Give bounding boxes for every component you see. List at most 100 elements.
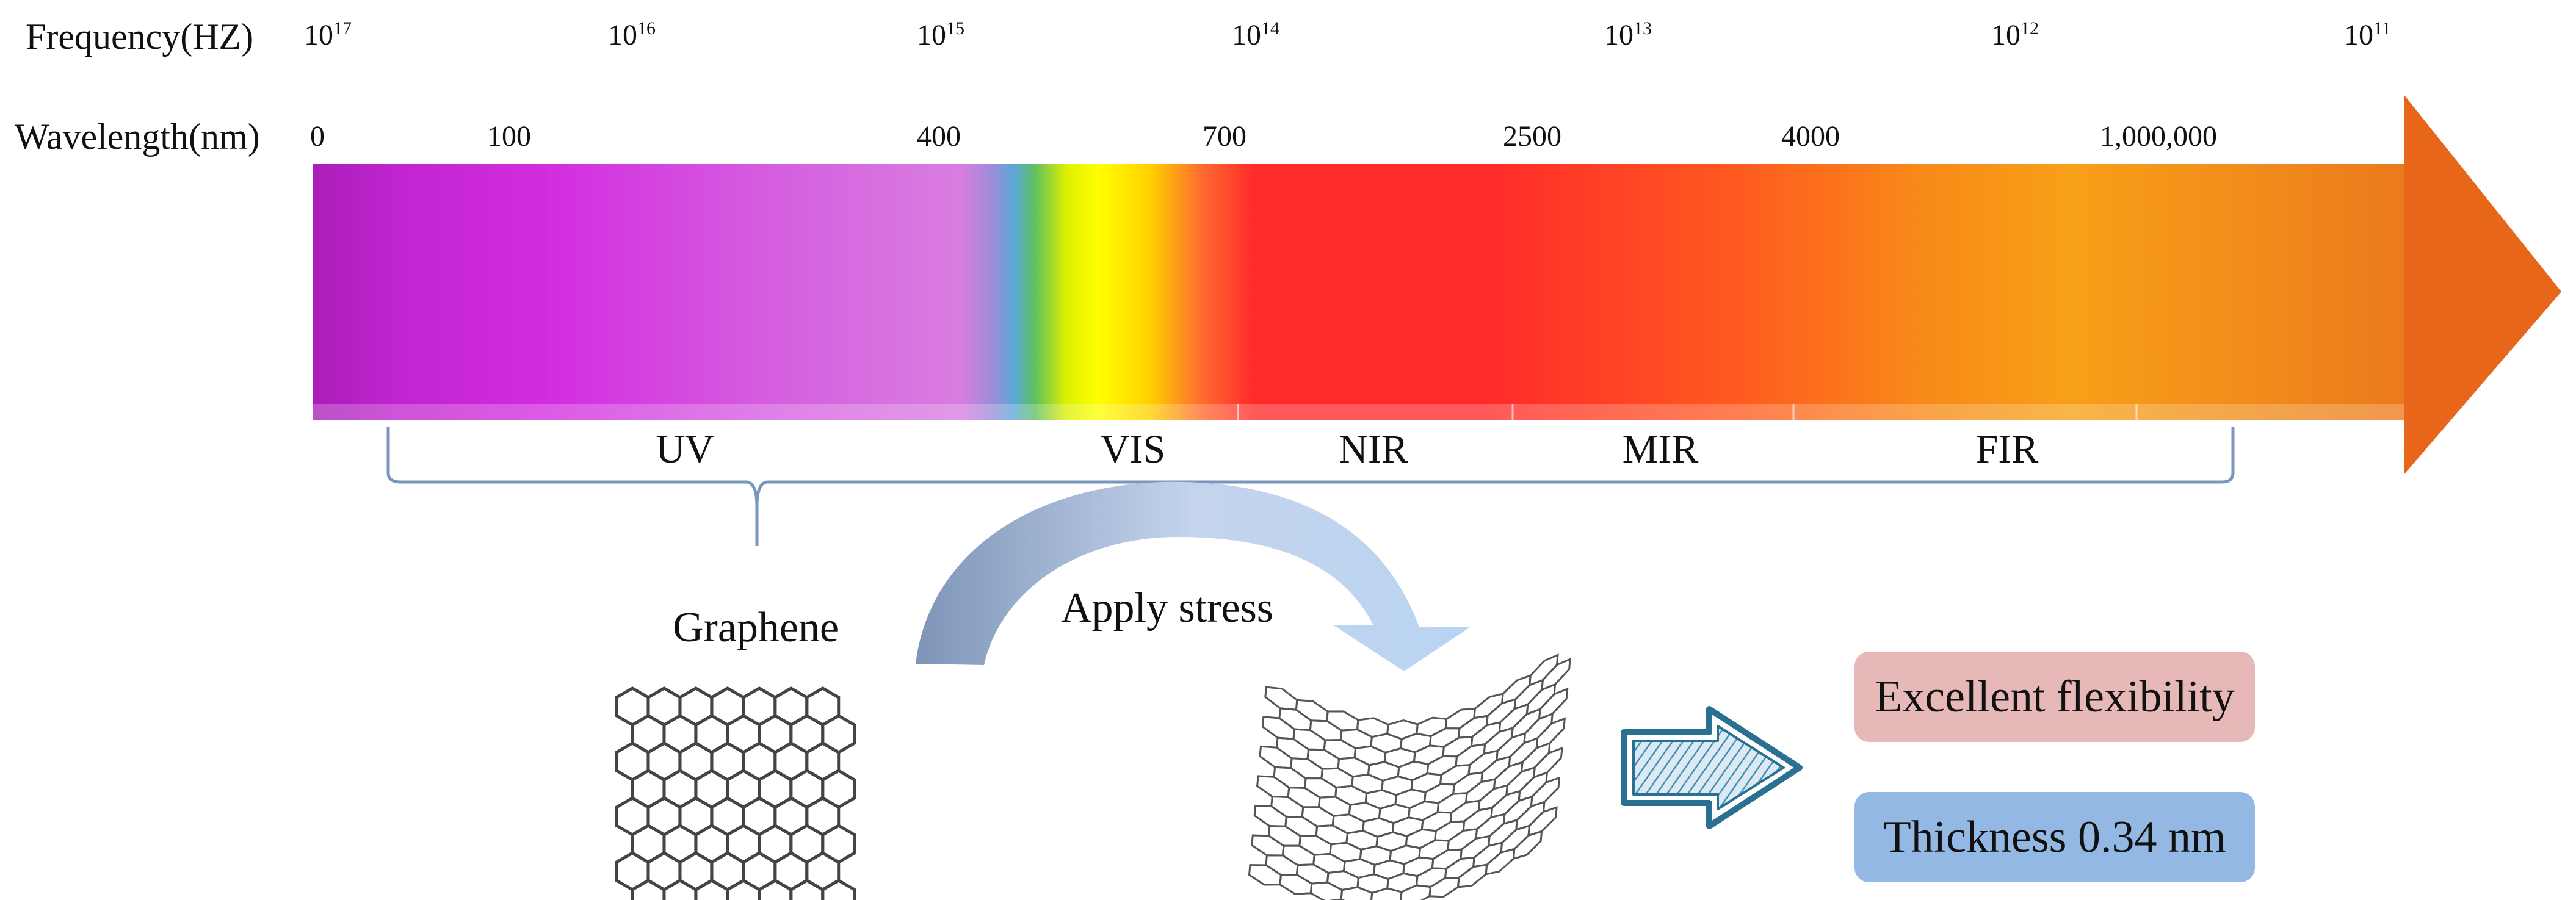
spectrum-band-strip bbox=[313, 404, 2404, 420]
lattice-hexagon bbox=[1340, 886, 1373, 900]
apply-stress-label: Apply stress bbox=[1061, 585, 1274, 632]
lattice-hexagon bbox=[726, 879, 761, 900]
graphene-curved-lattice bbox=[1248, 653, 1571, 900]
region-nir: NIR bbox=[1339, 427, 1408, 472]
frequency-tick: 1012 bbox=[1991, 18, 2039, 51]
lattice-hexagon bbox=[1431, 848, 1463, 870]
lattice-hexagon bbox=[1420, 811, 1453, 832]
lattice-hexagon bbox=[1267, 825, 1301, 847]
lattice-hexagon bbox=[1436, 792, 1468, 814]
lattice-hexagon bbox=[1284, 815, 1319, 837]
lattice-hexagon bbox=[1456, 863, 1488, 888]
wavelength-tick: 4000 bbox=[1781, 120, 1840, 153]
frequency-axis-title: Frequency(HZ) bbox=[26, 16, 254, 57]
lattice-hexagon bbox=[1370, 887, 1403, 900]
lattice-hexagon bbox=[1447, 828, 1478, 851]
result-arrow-fill bbox=[1632, 725, 1785, 810]
lattice-hexagon bbox=[1426, 755, 1458, 776]
lattice-hexagon bbox=[1265, 854, 1299, 876]
lattice-hexagon bbox=[1428, 727, 1461, 748]
lattice-hexagon bbox=[1334, 785, 1368, 806]
lattice-hexagon bbox=[1320, 767, 1354, 789]
lattice-hexagon bbox=[1452, 771, 1483, 795]
lattice-hexagon bbox=[1295, 699, 1329, 722]
lattice-hexagon bbox=[1261, 716, 1295, 740]
lattice-hexagon bbox=[758, 879, 793, 900]
lattice-hexagon bbox=[1259, 745, 1293, 769]
lattice-hexagon bbox=[821, 879, 856, 900]
lattice-hexagon bbox=[694, 879, 729, 900]
lattice-hexagon bbox=[1525, 683, 1557, 716]
lattice-hexagon bbox=[1312, 852, 1346, 874]
thickness-badge: Thickness 0.34 nm bbox=[1854, 792, 2255, 882]
frequency-tick: 1015 bbox=[917, 18, 964, 51]
lattice-hexagon bbox=[1292, 728, 1326, 751]
lattice-hexagon bbox=[1339, 728, 1373, 749]
spectrum-bar bbox=[313, 164, 2406, 420]
lattice-hexagon bbox=[1304, 777, 1337, 799]
lattice-hexagon bbox=[1253, 804, 1287, 827]
lattice-hexagon bbox=[1535, 717, 1566, 750]
region-fir: FIR bbox=[1975, 427, 2039, 472]
lattice-hexagon bbox=[1279, 873, 1313, 895]
lattice-hexagon bbox=[1428, 876, 1460, 898]
region-uv: UV bbox=[656, 427, 714, 472]
flexibility-badge: Excellent flexibility bbox=[1854, 652, 2255, 742]
lattice-hexagon bbox=[1413, 744, 1445, 765]
lattice-hexagon bbox=[1455, 743, 1486, 767]
wavelength-tick: 2500 bbox=[1503, 120, 1561, 153]
region-mir: MIR bbox=[1622, 427, 1699, 472]
lattice-hexagon bbox=[1449, 799, 1481, 823]
lattice-hexagon bbox=[1309, 719, 1343, 741]
lattice-hexagon bbox=[1337, 757, 1370, 778]
curly-brace bbox=[386, 427, 2235, 546]
lattice-hexagon bbox=[1295, 863, 1330, 885]
lattice-hexagon bbox=[1424, 783, 1455, 804]
wavelength-tick: 100 bbox=[487, 120, 531, 153]
lattice-hexagon bbox=[1444, 707, 1476, 730]
lattice-hexagon bbox=[789, 879, 825, 900]
wavelength-tick: 700 bbox=[1203, 120, 1246, 153]
lattice-hexagon bbox=[1408, 800, 1440, 821]
lattice-hexagon bbox=[1331, 813, 1365, 835]
lattice-hexagon bbox=[662, 879, 698, 900]
lattice-hexagon bbox=[1317, 796, 1351, 817]
lattice-hexagon bbox=[1444, 856, 1475, 879]
wavelength-axis-title: Wavelength(nm) bbox=[15, 117, 260, 157]
lattice-hexagon bbox=[1410, 772, 1442, 793]
lattice-hexagon bbox=[1402, 856, 1435, 877]
graphene-flat-lattice bbox=[615, 686, 856, 900]
frequency-tick: 1014 bbox=[1232, 18, 1279, 51]
lattice-hexagon bbox=[1301, 806, 1335, 827]
lattice-hexagon bbox=[1439, 764, 1471, 786]
wavelength-tick: 1,000,000 bbox=[2100, 120, 2217, 153]
lattice-hexagon bbox=[1418, 839, 1450, 860]
frequency-tick: 1013 bbox=[1604, 18, 1652, 51]
lattice-hexagon bbox=[1541, 658, 1571, 691]
lattice-hexagon bbox=[1281, 844, 1315, 866]
graphene-label: Graphene bbox=[673, 604, 839, 651]
lattice-hexagon bbox=[1416, 716, 1448, 738]
lattice-hexagon bbox=[1248, 864, 1283, 886]
lattice-hexagon bbox=[1434, 820, 1466, 842]
lattice-hexagon bbox=[1400, 884, 1432, 900]
lattice-hexagon bbox=[1512, 830, 1543, 860]
stress-arrow bbox=[916, 481, 1470, 671]
lattice-hexagon bbox=[1251, 834, 1285, 857]
lattice-hexagon bbox=[1457, 715, 1489, 739]
lattice-hexagon bbox=[1485, 848, 1516, 876]
lattice-hexagon bbox=[1323, 739, 1357, 760]
lattice-hexagon bbox=[1326, 710, 1359, 732]
lattice-hexagon bbox=[1287, 787, 1321, 808]
lattice-hexagon bbox=[1442, 735, 1474, 758]
region-vis: VIS bbox=[1100, 427, 1166, 472]
wavelength-tick: 0 bbox=[310, 120, 325, 153]
lattice-hexagon bbox=[1309, 881, 1344, 900]
spectrum-arrow-head bbox=[2404, 95, 2561, 475]
frequency-tick: 1011 bbox=[2344, 18, 2391, 51]
wavelength-tick: 400 bbox=[917, 120, 961, 153]
lattice-hexagon bbox=[1275, 736, 1310, 760]
lattice-hexagon bbox=[631, 879, 666, 900]
lattice-hexagon bbox=[1270, 795, 1304, 818]
lattice-hexagon bbox=[1290, 757, 1323, 780]
